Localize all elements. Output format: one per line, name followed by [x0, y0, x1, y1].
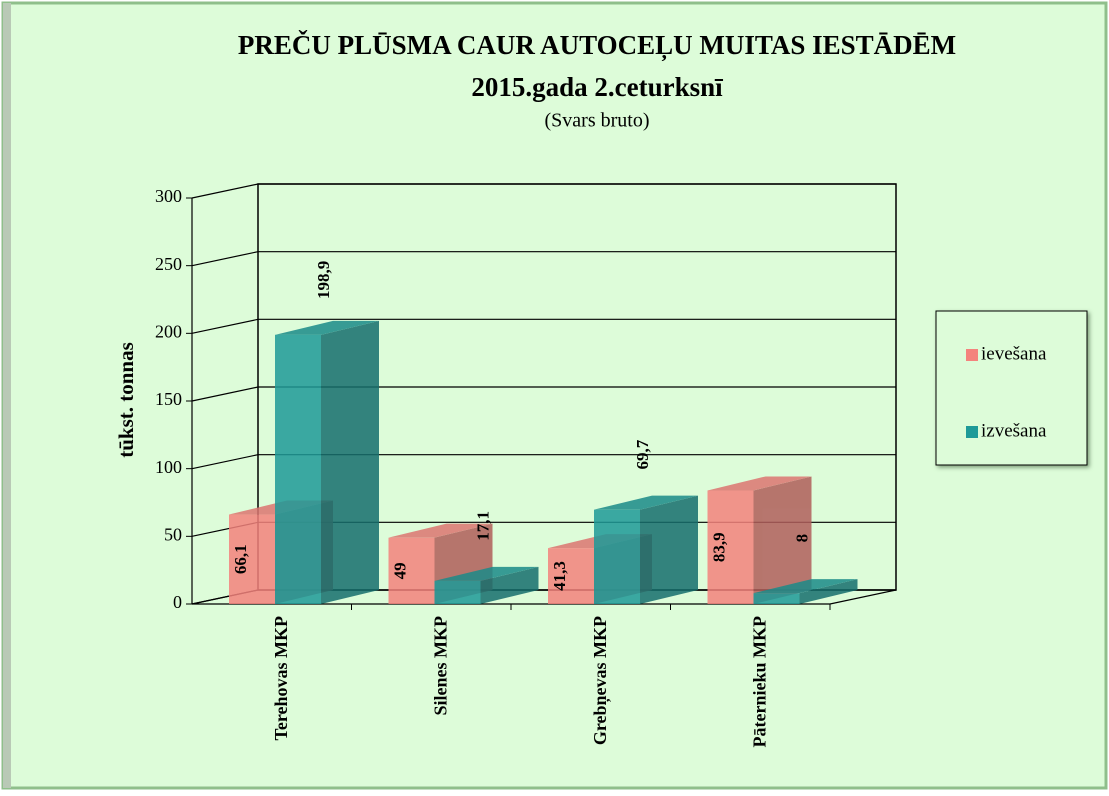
legend-box: [935, 310, 1088, 466]
bar-top: [275, 320, 379, 335]
bar-front: [229, 514, 275, 604]
data-label: 198,9: [314, 261, 333, 299]
bar: [594, 495, 698, 604]
x-tick-label: Grebņevas MKP: [590, 616, 611, 745]
grid-line: [191, 183, 259, 199]
data-label: 17,1: [473, 511, 492, 541]
y-tick-label: 150: [155, 389, 182, 409]
x-tick-label: Silenes MKP: [431, 616, 451, 716]
y-tick-label: 300: [155, 186, 182, 206]
chart-title: 2015.gada 2.ceturksnī: [471, 72, 723, 102]
grid-line: [191, 454, 259, 470]
bar-front: [434, 580, 481, 604]
frame-edge: [3, 3, 11, 788]
bar-front: [388, 537, 435, 604]
bar-top: [594, 495, 698, 510]
data-label: 66,1: [231, 544, 250, 574]
y-tick-label: 50: [164, 524, 182, 544]
data-label: 83,9: [709, 532, 728, 562]
bar-front: [707, 490, 754, 604]
grid-line: [191, 318, 259, 334]
bar: [275, 320, 379, 604]
data-label: 41,3: [550, 561, 569, 591]
bar: [434, 566, 539, 604]
bar-top: [753, 579, 858, 594]
data-label: 8: [792, 534, 811, 543]
bar-front: [753, 593, 800, 604]
bar-top: [434, 566, 539, 581]
legend-swatch: [966, 349, 978, 361]
data-label: 69,7: [633, 439, 652, 469]
bar-front: [275, 334, 321, 604]
y-tick-label: 100: [155, 457, 182, 477]
bar-top: [388, 523, 493, 538]
data-label: 49: [390, 562, 409, 579]
chart-title: PREČU PLŪSMA CAUR AUTOCEĻU MUITAS IESTĀD…: [238, 30, 956, 62]
bar-front: [548, 548, 594, 604]
legend-label: ievešana: [981, 343, 1047, 364]
bar-side: [753, 476, 812, 604]
bar-top: [707, 476, 812, 491]
x-tick-label: Pāternieku MKP: [750, 616, 770, 747]
chart-subtitle: (Svars bruto): [545, 110, 650, 132]
legend-label: izvešana: [981, 420, 1047, 441]
y-axis-label: tūkst. tonnas: [114, 342, 138, 458]
y-tick-label: 200: [155, 321, 182, 341]
bar: [753, 579, 858, 604]
y-tick-label: 0: [173, 592, 182, 612]
bar-side: [640, 495, 698, 604]
bar-side: [321, 320, 379, 604]
bar-front: [594, 509, 640, 604]
bar: [707, 476, 812, 604]
y-tick-label: 250: [155, 254, 182, 274]
grid-line: [191, 251, 259, 267]
bar-side: [480, 566, 539, 604]
grid-line: [191, 386, 259, 402]
legend-swatch: [966, 426, 978, 438]
bar-side: [799, 579, 858, 604]
x-tick-label: Terehovas MKP: [271, 616, 291, 741]
